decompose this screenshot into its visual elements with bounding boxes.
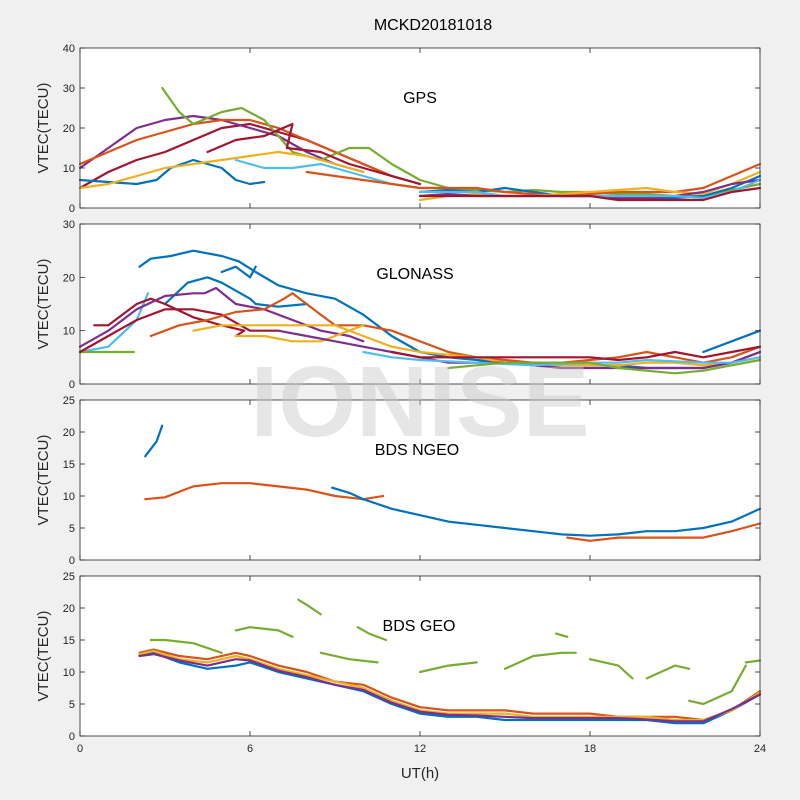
series-line <box>234 626 294 638</box>
series-line <box>447 358 762 375</box>
panel-title: GLONASS <box>376 266 453 283</box>
y-tick-label: 20 <box>63 427 75 439</box>
y-tick-label: 10 <box>63 667 75 679</box>
axes-panel: 0 6 12 18 24 0 5 10 15 20 25 VTEC(TECU) BDS GEO <box>35 571 766 755</box>
x-axis-label: UT(h) <box>401 765 439 782</box>
series-line <box>144 424 164 458</box>
y-tick-label: 0 <box>69 379 75 391</box>
series-line <box>138 653 762 723</box>
panel-title: BDS GEO <box>383 618 456 635</box>
series-line <box>297 598 322 616</box>
x-tick-label: 24 <box>754 743 766 755</box>
series-line <box>234 324 365 343</box>
y-tick-label: 20 <box>63 123 75 135</box>
y-tick-label: 15 <box>63 459 75 471</box>
watermark-text: IONISE <box>251 346 590 458</box>
panel-title: GPS <box>403 90 437 107</box>
axes-panel: 0 5 10 15 20 25 VTEC(TECU) BDS NGEO <box>35 395 762 567</box>
y-tick-label: 25 <box>63 571 75 583</box>
y-tick-label: 5 <box>69 523 75 535</box>
series-line <box>688 664 747 706</box>
y-axis-label: VTEC(TECU) <box>35 611 52 702</box>
series-line <box>744 659 762 664</box>
y-tick-label: 10 <box>63 326 75 338</box>
series-line <box>418 170 762 202</box>
plot-area <box>80 400 760 560</box>
series-line <box>418 661 478 674</box>
series-line <box>554 632 569 638</box>
x-tick-label: 0 <box>77 743 83 755</box>
series-line <box>588 658 634 680</box>
panel-title: BDS NGEO <box>375 442 459 459</box>
series-line <box>149 292 762 364</box>
series-line <box>78 150 365 190</box>
y-axis-label: VTEC(TECU) <box>35 259 52 350</box>
series-line <box>390 345 762 362</box>
y-tick-label: 30 <box>63 219 75 231</box>
series-line <box>161 86 450 190</box>
x-tick-label: 18 <box>584 743 596 755</box>
y-tick-label: 40 <box>63 43 75 55</box>
axes-panel: 0 10 20 30 VTEC(TECU) GLONASS <box>35 219 762 391</box>
series-line <box>149 638 223 654</box>
plot-area <box>80 48 760 208</box>
y-tick-label: 20 <box>63 272 75 284</box>
series-line <box>78 308 280 354</box>
y-tick-label: 0 <box>69 731 75 743</box>
series-line <box>331 486 762 537</box>
series-line <box>78 158 266 186</box>
series-line <box>319 651 379 664</box>
series-line <box>144 482 385 501</box>
series-line <box>645 664 691 680</box>
x-tick-label: 12 <box>414 743 426 755</box>
y-tick-label: 20 <box>63 603 75 615</box>
series-line <box>206 122 422 186</box>
x-tick-label: 6 <box>247 743 253 755</box>
axes-panel: 0 10 20 30 40 VTEC(TECU) GPS <box>35 43 762 215</box>
series-line <box>702 329 762 354</box>
series-line <box>356 626 388 642</box>
y-tick-label: 0 <box>69 203 75 215</box>
y-tick-label: 0 <box>69 555 75 567</box>
series-line <box>566 522 762 542</box>
series-line <box>503 651 577 670</box>
y-tick-label: 30 <box>63 83 75 95</box>
series-line <box>305 162 762 198</box>
figure-title: MCKD20181018 <box>374 17 492 34</box>
y-tick-label: 5 <box>69 699 75 711</box>
series-line <box>78 286 365 348</box>
y-axis-label: VTEC(TECU) <box>35 83 52 174</box>
axes-layer: 0 10 20 30 40 VTEC(TECU) GPS 0 10 20 30 VTEC(TECU) G… <box>35 43 766 755</box>
y-tick-label: 25 <box>63 395 75 407</box>
series-line <box>220 265 257 279</box>
series-line <box>163 276 308 308</box>
series-line <box>93 297 246 338</box>
y-tick-label: 15 <box>63 635 75 647</box>
y-axis-label: VTEC(TECU) <box>35 435 52 526</box>
series-line <box>78 118 422 186</box>
series-line <box>138 649 762 722</box>
series-line <box>418 186 762 202</box>
y-tick-label: 10 <box>63 163 75 175</box>
y-tick-label: 10 <box>63 491 75 503</box>
